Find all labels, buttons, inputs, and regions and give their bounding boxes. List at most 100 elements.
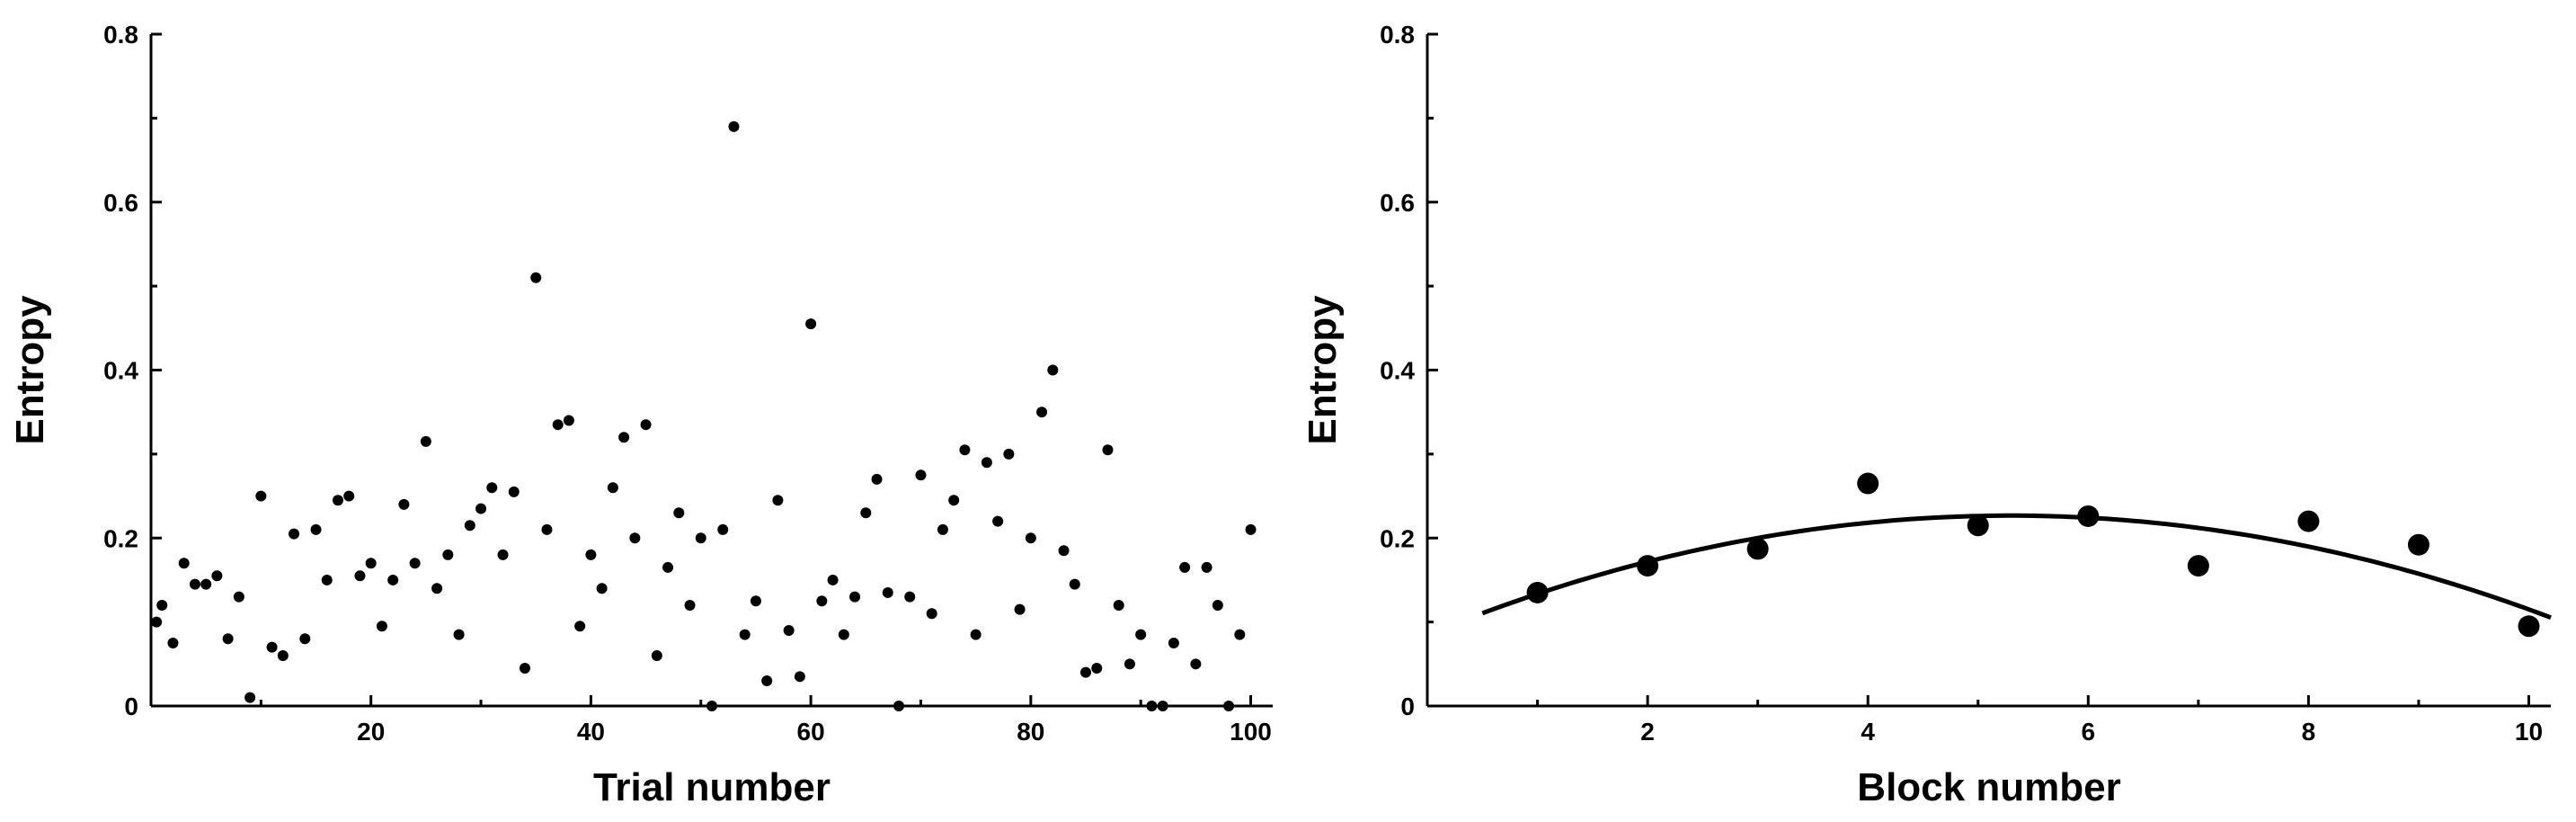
data-point: [343, 490, 355, 502]
y-tick-label: 0.6: [1380, 189, 1415, 217]
x-tick-label: 10: [2515, 718, 2543, 746]
data-point: [1135, 629, 1147, 640]
data-point: [2187, 555, 2209, 577]
data-point: [508, 486, 520, 497]
data-point: [289, 528, 300, 540]
data-point: [365, 558, 377, 569]
data-point: [333, 495, 343, 506]
data-point: [1179, 561, 1191, 573]
data-point: [442, 549, 454, 560]
data-point: [266, 641, 278, 653]
data-point: [739, 629, 751, 640]
x-tick-label: 60: [797, 718, 825, 746]
data-point: [376, 621, 387, 632]
data-point: [1014, 603, 1026, 615]
data-point: [211, 570, 223, 582]
data-point: [1157, 701, 1168, 711]
y-tick-label: 0.8: [103, 21, 138, 49]
data-point: [2077, 505, 2100, 527]
data-point: [156, 599, 168, 611]
data-point: [354, 570, 366, 582]
data-point: [464, 520, 475, 532]
data-point: [794, 671, 805, 683]
data-point: [651, 649, 662, 661]
data-point: [1036, 407, 1048, 418]
data-point: [1168, 637, 1179, 648]
y-tick-label: 0: [124, 692, 138, 720]
y-tick-label: 0.4: [1380, 357, 1415, 385]
data-point: [453, 629, 465, 640]
data-point: [299, 633, 311, 645]
data-point: [728, 121, 740, 132]
data-point: [684, 599, 696, 611]
data-point: [860, 507, 872, 519]
x-tick-label: 6: [2082, 718, 2096, 746]
data-point: [151, 616, 163, 628]
data-point: [310, 523, 322, 535]
data-point: [431, 583, 443, 594]
data-point: [1967, 514, 1989, 537]
y-tick-label: 0.2: [103, 524, 138, 552]
data-point: [849, 591, 861, 603]
data-point: [398, 498, 410, 510]
x-tick-label: 20: [357, 718, 385, 746]
data-point: [2297, 510, 2320, 532]
data-point: [1212, 599, 1223, 611]
data-point: [1047, 364, 1059, 376]
data-point: [717, 523, 729, 535]
data-point: [871, 473, 883, 485]
x-tick-label: 40: [577, 718, 605, 746]
data-point: [1080, 666, 1091, 678]
data-point: [530, 272, 542, 283]
data-point: [926, 608, 937, 620]
y-axis-title: Entropy: [8, 295, 52, 445]
data-point: [1857, 472, 1879, 495]
data-point: [695, 532, 706, 544]
y-tick-label: 0: [1400, 692, 1415, 720]
data-point: [475, 503, 487, 514]
data-point: [948, 495, 960, 506]
data-point: [1223, 701, 1235, 711]
data-point: [937, 523, 948, 535]
data-point: [1746, 538, 1769, 560]
left-scatter-chart: 0 0.2 0.4 0.6 0.8 20 40 60 80 100 Trial number Entr…: [8, 21, 1273, 809]
y-tick-label: 0.6: [103, 189, 138, 217]
data-point: [244, 692, 256, 703]
data-point: [222, 633, 234, 645]
data-point: [827, 574, 839, 585]
data-point: [1025, 532, 1036, 544]
data-point: [1124, 658, 1135, 670]
data-point: [486, 482, 498, 494]
data-point: [1146, 701, 1158, 711]
data-point: [552, 419, 564, 431]
data-point: [1526, 581, 1549, 603]
data-point: [1069, 578, 1080, 590]
data-point: [497, 549, 509, 560]
data-point: [563, 415, 574, 426]
y-tick-label: 0.2: [1380, 524, 1415, 552]
data-point: [640, 419, 652, 431]
data-point: [662, 561, 674, 573]
data-point: [1637, 555, 1659, 577]
x-tick-label: 100: [1230, 718, 1272, 746]
data-point: [420, 435, 431, 447]
data-point: [706, 701, 717, 711]
data-point: [178, 558, 190, 569]
data-point: [959, 444, 971, 456]
data-point: [761, 675, 773, 686]
data-point: [2518, 615, 2540, 638]
data-point: [1003, 448, 1015, 460]
x-tick-label: 80: [1017, 718, 1044, 746]
data-point: [167, 637, 179, 648]
data-point: [1091, 662, 1103, 674]
x-tick-label: 2: [1640, 718, 1655, 746]
data-point: [893, 701, 904, 711]
x-tick-label: 8: [2302, 718, 2316, 746]
data-point: [750, 595, 761, 607]
data-point: [409, 558, 421, 569]
data-point: [1190, 658, 1202, 670]
data-point: [772, 495, 784, 506]
data-point: [189, 578, 200, 590]
data-point: [607, 482, 618, 494]
